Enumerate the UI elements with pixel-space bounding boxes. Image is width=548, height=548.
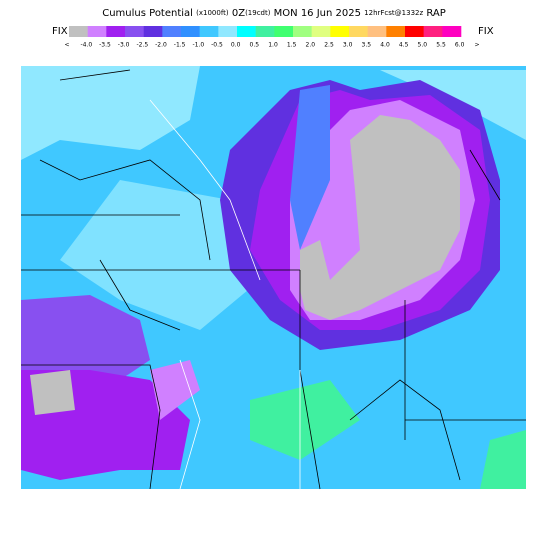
fix-right: FIX: [478, 26, 494, 37]
fix-left: FIX: [52, 26, 68, 37]
legend-label: -4.0: [80, 42, 92, 49]
legend-swatch: [87, 26, 107, 37]
legend-label: 0.0: [231, 42, 241, 49]
title-units: (x1000ft): [196, 9, 229, 17]
legend-label: 5.5: [436, 42, 446, 49]
legend-high: >: [474, 42, 479, 49]
legend-label: 1.0: [268, 42, 278, 49]
legend-swatch: [237, 26, 256, 37]
legend-swatch: [199, 26, 219, 37]
legend-swatch: [349, 26, 368, 37]
legend-swatch: [143, 26, 163, 37]
title-local: (19cdt): [245, 9, 271, 17]
state-lines: [149, 99, 301, 490]
legend-swatch: [181, 26, 200, 37]
legend-label: 6.0: [455, 42, 465, 49]
field-area: [60, 180, 260, 330]
legend-label: -3.5: [99, 42, 111, 49]
legend-swatch: [442, 26, 462, 37]
legend-swatch: [69, 26, 88, 37]
title-time: 0Z: [232, 8, 245, 19]
legend-label: 3.5: [362, 42, 372, 49]
legend-swatch: [218, 26, 238, 37]
legend-label: 4.5: [399, 42, 409, 49]
field-area: [290, 85, 330, 250]
title-model: RAP: [426, 8, 445, 19]
legend-swatch: [255, 26, 275, 37]
legend-low: <: [64, 42, 69, 49]
map: [21, 66, 526, 490]
title-fcst: 12hrFcst@1332z: [364, 9, 423, 17]
legend-swatch: [311, 26, 331, 37]
legend-label: -2.5: [136, 42, 148, 49]
lake-area: [300, 115, 460, 320]
legend-label: 2.0: [306, 42, 316, 49]
legend-label: 2.5: [324, 42, 334, 49]
field-area: [21, 66, 200, 160]
legend-swatch: [367, 26, 387, 37]
legend-label: 5.0: [418, 42, 428, 49]
legend-label: 3.0: [343, 42, 353, 49]
title: Cumulus Potential (x1000ft) 0Z(19cdt) MO…: [102, 8, 446, 19]
field-area: [30, 370, 75, 415]
field-area: [150, 360, 200, 420]
legend-swatch: [274, 26, 294, 37]
legend-label: 4.0: [380, 42, 390, 49]
legend-label: 1.5: [287, 42, 297, 49]
field-area: [21, 295, 150, 380]
legend-label: -2.0: [155, 42, 167, 49]
legend-swatch: [423, 26, 443, 37]
title-main: Cumulus Potential: [102, 8, 193, 19]
legend-swatch: [293, 26, 312, 37]
legend-swatch: [162, 26, 182, 37]
legend-label: 0.5: [250, 42, 260, 49]
legend-label: -1.5: [174, 42, 186, 49]
legend: < -4.0 -3.5 -3.0 -2.5 -2.0 -1.5 -1.0 -0.5 0.0 0.5 1…: [64, 26, 480, 49]
legend-label: -3.0: [118, 42, 130, 49]
field-area: [380, 70, 526, 140]
field-area: [250, 380, 360, 460]
field-area: [480, 430, 526, 489]
legend-swatch: [330, 26, 350, 37]
legend-swatch: [405, 26, 424, 37]
title-date: MON 16 Jun 2025: [274, 8, 361, 19]
legend-label: -0.5: [211, 42, 223, 49]
legend-label: -1.0: [192, 42, 204, 49]
legend-swatch: [106, 26, 126, 37]
legend-swatch: [125, 26, 144, 37]
legend-swatch: [386, 26, 406, 37]
boundaries: [21, 69, 526, 490]
